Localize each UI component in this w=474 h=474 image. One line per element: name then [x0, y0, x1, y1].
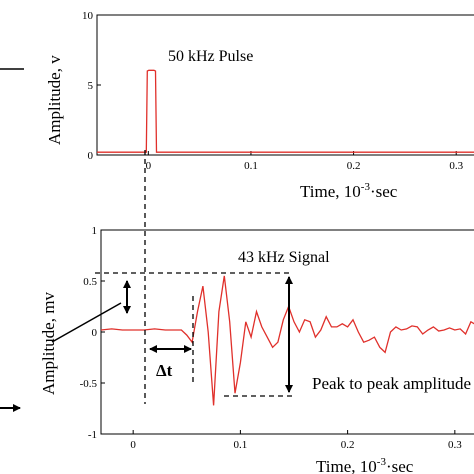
delta-t-label: Δt — [156, 361, 173, 380]
bottom-y-tick-label: 0.5 — [83, 276, 97, 288]
top-series-line — [97, 69, 474, 153]
noise-pointer-line — [51, 302, 122, 343]
top-x-tick-label: 0.1 — [244, 160, 258, 172]
bottom-y-tick-label: -1 — [88, 429, 97, 441]
top-x-tick-label: 0.2 — [347, 160, 361, 172]
top-chart-title: 50 kHz Pulse — [168, 48, 253, 65]
top-y-tick-label: 5 — [88, 80, 94, 92]
top-x-tick-label: 0.3 — [449, 160, 463, 172]
bottom-x-tick-label: 0.3 — [448, 439, 462, 451]
bottom-y-tick-label: -0.5 — [80, 378, 98, 390]
bottom-x-tick-label: 0.1 — [234, 439, 248, 451]
bottom-y-axis-label: Amplitude, mv — [39, 292, 58, 395]
top-ticks: 0 0.1 0.2 0.3 0 5 10 — [82, 10, 464, 172]
top-x-axis-label: Time, 10-3·sec — [300, 181, 398, 201]
peak-to-peak-label: Peak to peak amplitude — [312, 374, 471, 393]
bottom-y-tick-label: 1 — [92, 225, 98, 237]
bottom-series-line — [100, 275, 474, 406]
top-y-tick-label: 10 — [82, 10, 94, 22]
bottom-y-tick-label: 0 — [92, 327, 98, 339]
bottom-ticks: 0 0.1 0.2 0.3 1 0.5 0 -0.5 -1 — [80, 225, 463, 451]
top-plot-frame — [96, 14, 474, 156]
annotations: Δt Peak to peak amplitude — [0, 68, 471, 412]
top-y-tick-label: 0 — [88, 150, 94, 162]
bottom-chart-title: 43 kHz Signal — [238, 249, 330, 266]
top-x-tick-label: 0 — [146, 160, 152, 172]
top-chart: 0 0.1 0.2 0.3 0 5 10 50 kHz Pulse Time, 10-3·s… — [45, 10, 474, 201]
bottom-chart: 0 0.1 0.2 0.3 1 0.5 0 -0.5 -1 43 kHz Signal Time… — [39, 225, 474, 474]
bottom-x-axis-label: Time, 10-3·sec — [316, 456, 414, 474]
bottom-x-tick-label: 0 — [130, 439, 136, 451]
bottom-x-tick-label: 0.2 — [341, 439, 355, 451]
top-y-axis-label: Amplitude, v — [45, 55, 64, 145]
